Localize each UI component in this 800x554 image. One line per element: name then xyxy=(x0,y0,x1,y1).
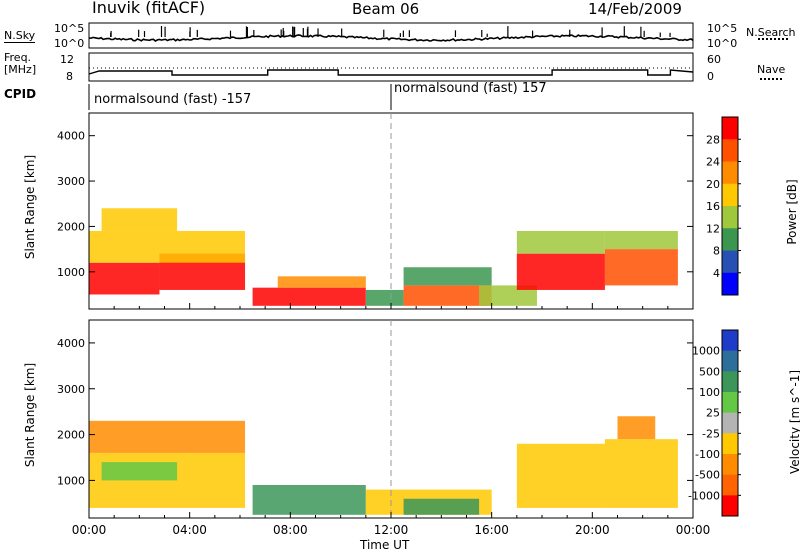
noise-search-legend xyxy=(758,38,788,40)
station-title: Inuvik (fitACF) xyxy=(92,0,206,17)
velocity-patch xyxy=(403,498,480,515)
x-axis-label: Time UT xyxy=(360,538,410,552)
x-tick-label: 00:00 xyxy=(676,523,711,537)
velocity-ytick-label: 3000 xyxy=(57,383,85,396)
cpid-segment-1: normalsound (fast) -157 xyxy=(94,92,252,107)
velocity-colorbar-cell xyxy=(722,330,738,352)
velocity-ytick-label: 4000 xyxy=(57,337,85,350)
power-patch xyxy=(252,287,366,306)
nave-legend xyxy=(760,78,782,80)
noise-search-label: N.Search xyxy=(746,26,796,39)
power-ytick-label: 2000 xyxy=(57,220,85,233)
power-patch xyxy=(403,285,492,306)
power-patch xyxy=(365,289,404,306)
power-colorbar-cell xyxy=(722,161,738,185)
frequency-trace xyxy=(88,69,694,76)
power-ytick-label: 4000 xyxy=(57,130,85,143)
velocity-patch xyxy=(252,485,366,515)
velocity-colorbar-tick-label: -500 xyxy=(695,469,720,482)
freq-ytick-bottom: 8 xyxy=(66,70,73,83)
velocity-colorbar-cell xyxy=(722,474,738,496)
power-colorbar-cell xyxy=(722,117,738,140)
velocity-colorbar-cell xyxy=(722,412,738,434)
velocity-colorbar-tick-label: -1000 xyxy=(688,489,720,502)
x-tick-label: 00:00 xyxy=(72,523,107,537)
cpid-segment-2: normalsound (fast) 157 xyxy=(394,81,547,96)
velocity-colorbar-tick-label: 1000 xyxy=(692,345,720,358)
cpid-label: CPID xyxy=(4,87,37,101)
velocity-patch xyxy=(617,416,656,440)
nave-ytick-top: 60 xyxy=(707,53,721,66)
power-patch xyxy=(516,230,605,254)
velocity-patch xyxy=(89,420,246,453)
beam-title: Beam 06 xyxy=(352,0,420,18)
x-tick-label: 04:00 xyxy=(172,523,207,537)
nave-label: Nave xyxy=(757,63,786,76)
freq-unit-label: [MHz] xyxy=(4,63,37,76)
noise-sky-trace xyxy=(88,34,694,42)
power-colorbar-cell xyxy=(722,206,738,229)
velocity-ytick-label: 2000 xyxy=(57,429,85,442)
noise-right-ytick-top: 10^5 xyxy=(707,22,738,35)
noise-ytick-bottom: 10^0 xyxy=(54,37,85,50)
noise-panel-frame xyxy=(88,22,694,49)
date-title: 14/Feb/2009 xyxy=(588,0,682,18)
noise-ytick-top: 10^5 xyxy=(54,22,85,35)
power-colorbar-cell xyxy=(722,272,738,296)
velocity-colorbar-tick-label: 100 xyxy=(699,386,720,399)
power-colorbar-cell xyxy=(722,228,738,251)
power-colorbar-tick-label: 28 xyxy=(706,133,720,146)
velocity-colorbar-tick-label: -25 xyxy=(702,427,720,440)
power-colorbar-tick-label: 20 xyxy=(706,178,720,191)
power-patch xyxy=(479,285,537,306)
velocity-colorbar-tick-label: -100 xyxy=(695,448,720,461)
power-colorbar-cell xyxy=(722,183,738,207)
velocity-colorbar-frame xyxy=(721,329,739,517)
velocity-patch xyxy=(101,462,178,481)
velocity-colorbar-cell xyxy=(722,454,738,476)
velocity-colorbar-cell xyxy=(722,495,738,517)
velocity-patch xyxy=(516,443,605,508)
x-tick-label: 08:00 xyxy=(273,523,308,537)
velocity-colorbar-tick-label: 25 xyxy=(706,407,720,420)
velocity-colorbar-cell xyxy=(722,392,738,414)
power-patch xyxy=(604,249,678,286)
noise-right-ytick-bottom: 10^0 xyxy=(707,37,738,50)
power-colorbar-cell xyxy=(722,139,738,162)
power-patch xyxy=(516,253,605,290)
power-colorbar-tick-label: 8 xyxy=(713,245,720,258)
power-ytick-label: 1000 xyxy=(57,266,85,279)
power-colorbar-tick-label: 24 xyxy=(706,156,720,169)
x-tick-label: 12:00 xyxy=(374,523,409,537)
power-patch xyxy=(403,267,492,286)
nave-ytick-bottom: 0 xyxy=(707,70,714,83)
velocity-ytick-label: 1000 xyxy=(57,474,85,487)
freq-ytick-top: 12 xyxy=(60,53,74,66)
power-patch xyxy=(277,276,366,288)
x-tick-label: 20:00 xyxy=(575,523,610,537)
freq-panel-frame xyxy=(88,52,694,82)
freq-label: Freq. xyxy=(4,51,32,64)
power-patch xyxy=(89,262,160,295)
velocity-colorbar-cell xyxy=(722,350,738,372)
power-colorbar-tick-label: 12 xyxy=(706,222,720,235)
power-colorbar-tick-label: 16 xyxy=(706,200,720,213)
velocity-colorbar-tick-label: 500 xyxy=(699,365,720,378)
power-patch xyxy=(101,208,178,231)
power-patch xyxy=(89,230,246,263)
x-tick-label: 16:00 xyxy=(474,523,509,537)
power-colorbar-tick-label: 4 xyxy=(713,267,720,280)
velocity-colorbar-cell xyxy=(722,371,738,393)
power-patch xyxy=(604,230,678,250)
power-ytick-label: 3000 xyxy=(57,175,85,188)
velocity-patch xyxy=(604,439,678,508)
velocity-colorbar-cell xyxy=(722,433,738,455)
power-colorbar-cell xyxy=(722,250,738,274)
noise-sky-label: N.Sky xyxy=(4,29,36,43)
